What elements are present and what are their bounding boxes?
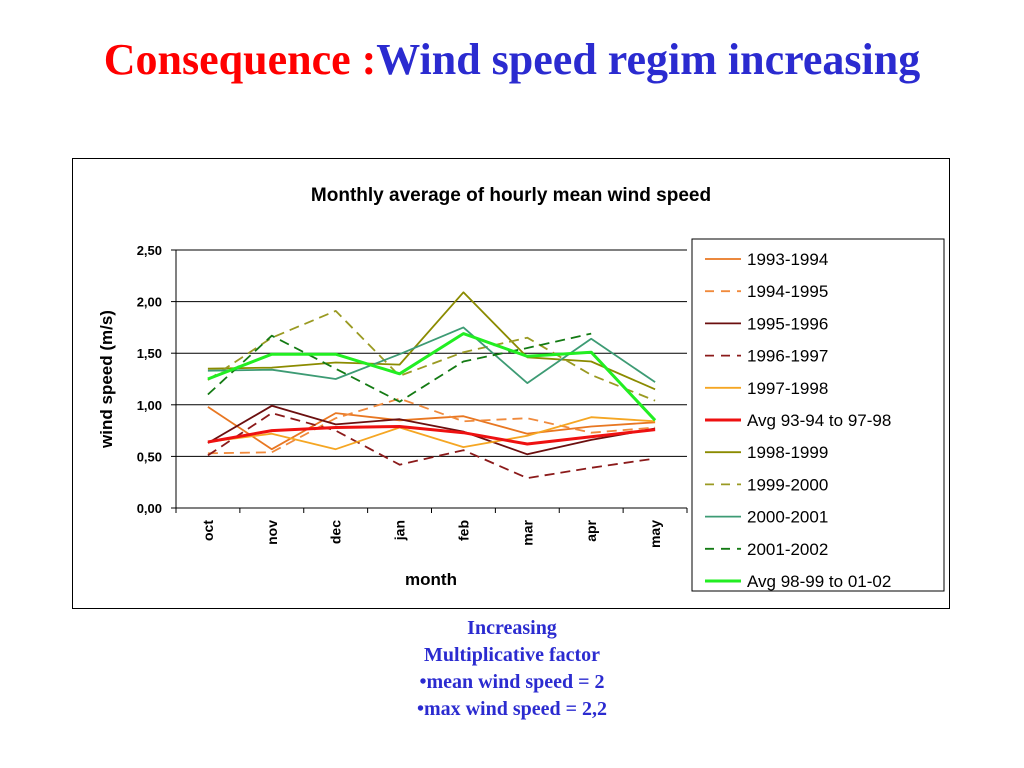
- legend-label-3: 1995-1996: [747, 314, 828, 333]
- y-tick-label: 0,50: [137, 449, 162, 464]
- x-tick-label: oct: [200, 520, 216, 541]
- series-line-2: [207, 397, 656, 455]
- x-tick-label: feb: [455, 520, 471, 541]
- x-tick-label: nov: [264, 520, 280, 545]
- chart-frame: Monthly average of hourly mean wind spee…: [72, 158, 950, 609]
- series-line-7: [207, 291, 656, 391]
- legend-box: [691, 238, 945, 592]
- x-tick-label: mar: [519, 519, 535, 545]
- legend-label-10: 2001-2002: [747, 540, 828, 559]
- note-max-wind-speed: •max wind speed = 2,2: [416, 698, 608, 720]
- legend-label-7: 1998-1999: [747, 443, 828, 462]
- series-line-11: [207, 332, 657, 422]
- line-chart: Monthly average of hourly mean wind spee…: [97, 185, 945, 592]
- title-prefix: Consequence :: [103, 35, 377, 84]
- x-tick-label: apr: [583, 519, 599, 541]
- chart-title: Monthly average of hourly mean wind spee…: [311, 185, 711, 206]
- y-tick-label: 0,00: [137, 501, 162, 516]
- y-tick-label: 1,00: [137, 398, 162, 413]
- legend-label-8: 1999-2000: [747, 475, 828, 494]
- y-tick-label: 2,50: [137, 243, 162, 258]
- series-line-9: [207, 326, 656, 384]
- series-line-8: [207, 310, 656, 402]
- series-line-1: [207, 406, 656, 451]
- y-tick-label: 2,00: [137, 295, 162, 310]
- x-tick-label: may: [647, 520, 663, 548]
- legend-label-1: 1993-1994: [747, 250, 828, 269]
- x-tick-label: dec: [328, 520, 344, 544]
- title-main: Wind speed regim increasing: [376, 35, 921, 84]
- series-line-4: [207, 412, 656, 479]
- y-axis-label: wind speed (m/s): [97, 310, 116, 449]
- legend-label-2: 1994-1995: [747, 282, 828, 301]
- note-mean-wind-speed: •mean wind speed = 2: [419, 671, 605, 693]
- series-line-5: [207, 416, 656, 451]
- series-line-3: [207, 404, 656, 456]
- series-line-10: [207, 332, 592, 403]
- slide-title: Consequence :Wind speed regim increasing: [0, 30, 1024, 90]
- legend-label-5: 1997-1998: [747, 379, 828, 398]
- x-axis-label: month: [405, 570, 457, 589]
- legend-label-6: Avg 93-94 to 97-98: [747, 411, 891, 430]
- notes-block: Increasing Multiplicative factor •mean w…: [312, 615, 712, 723]
- legend-label-9: 2000-2001: [747, 508, 828, 527]
- note-multiplicative-factor: Multiplicative factor: [423, 644, 601, 666]
- legend-label-11: Avg 98-99 to 01-02: [747, 572, 891, 591]
- y-tick-label: 1,50: [137, 346, 162, 361]
- series-line-6: [207, 425, 656, 446]
- note-increasing: Increasing: [467, 617, 557, 639]
- x-tick-label: jan: [392, 520, 408, 541]
- legend-label-4: 1996-1997: [747, 347, 828, 366]
